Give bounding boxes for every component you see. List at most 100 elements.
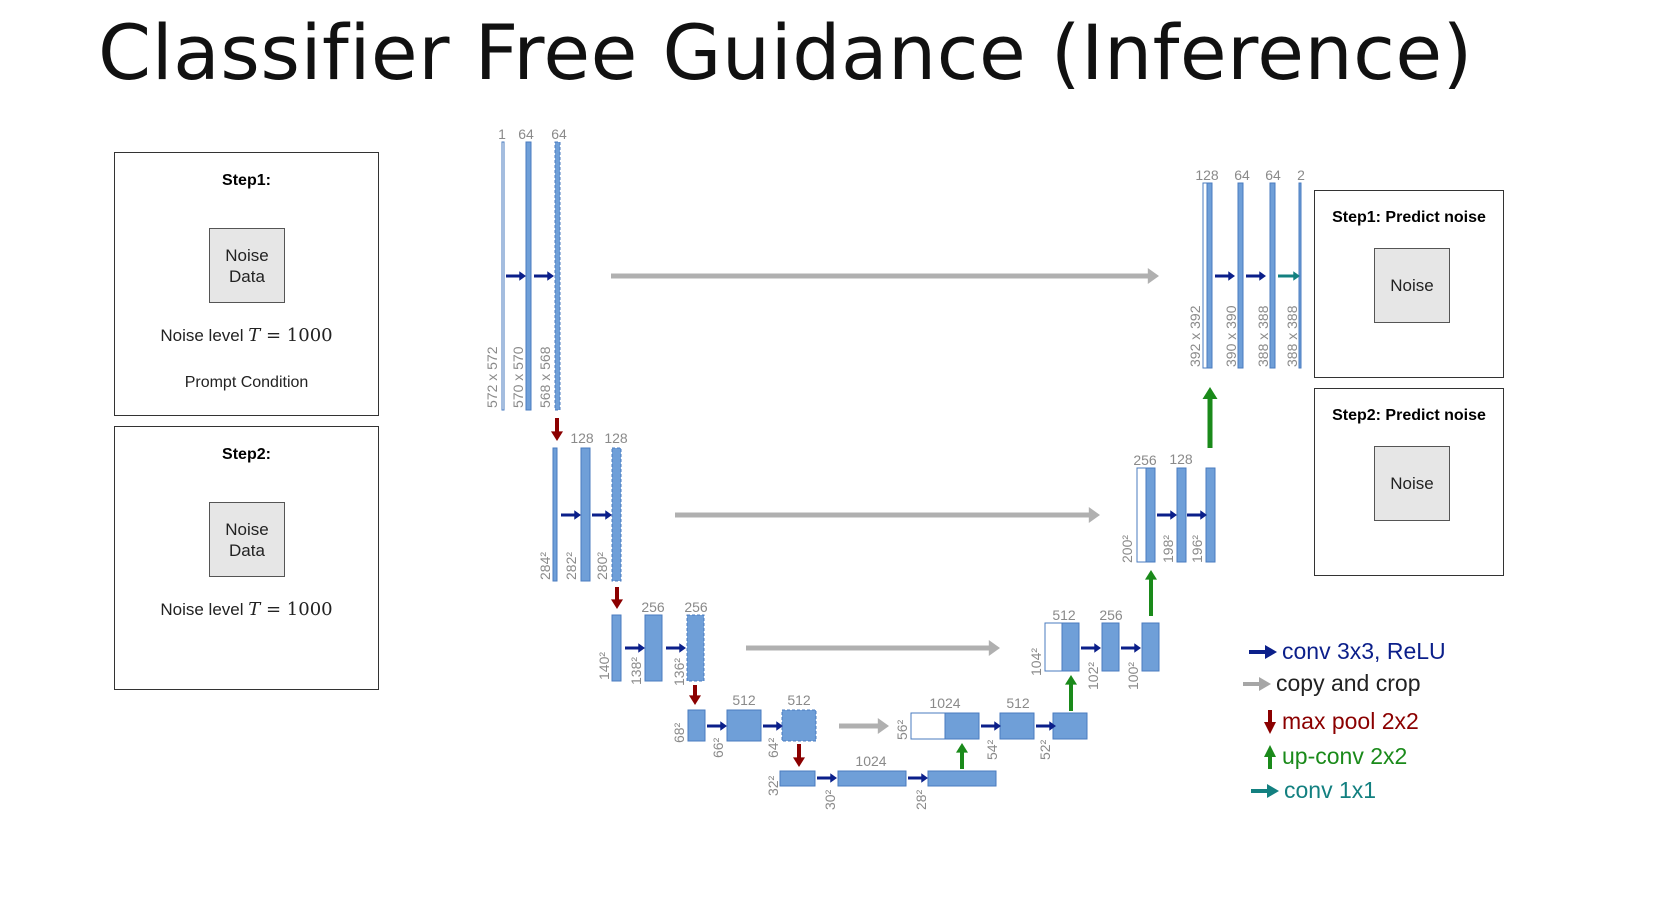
feature-map-block: [1237, 182, 1244, 369]
dim-label: 32²: [765, 775, 781, 796]
step1-input-panel: Step1: Noise Data Noise level T = 1000 P…: [114, 152, 379, 416]
feature-map-block: [781, 709, 817, 742]
feature-map-block: [580, 447, 591, 582]
conv-arrow-head: [574, 510, 581, 520]
feature-map-block: [1176, 467, 1187, 563]
legend-item: copy and crop: [1242, 670, 1420, 697]
feature-map-block: [1044, 622, 1063, 672]
legend-label: conv 1x1: [1284, 777, 1377, 803]
legend-item: conv 3x3, ReLU: [1248, 638, 1446, 665]
channel-label: 1024: [855, 753, 886, 769]
channel-label: 128: [1195, 167, 1219, 183]
noise-level-equation: = 1000: [260, 599, 333, 620]
dim-label: 104²: [1028, 648, 1044, 676]
dim-label: 388 x 388: [1255, 305, 1271, 367]
feature-map-block: [1141, 622, 1160, 672]
conv-arrow-head: [921, 773, 928, 783]
feature-map-block: [1061, 622, 1080, 672]
conv-arrow-head: [679, 643, 686, 653]
channel-label: 256: [641, 599, 665, 615]
noise-level-equation: = 1000: [260, 325, 333, 346]
feature-map-block: [726, 709, 762, 742]
dim-label: 136²: [671, 658, 687, 686]
legend-item: max pool 2x2: [1262, 708, 1419, 735]
conv-arrow-head: [605, 510, 612, 520]
dim-label: 284²: [537, 552, 553, 580]
feature-map-block: [837, 770, 907, 787]
feature-map-block: [999, 712, 1035, 740]
feature-map-block: [1101, 622, 1120, 672]
dim-label: 52²: [1037, 739, 1053, 760]
max-pool-arrow-head: [793, 757, 805, 767]
step1-output-panel: Step1: Predict noise Noise: [1314, 190, 1504, 378]
arrow-down-icon: [1264, 709, 1276, 734]
copy-crop-arrow-head: [988, 640, 1000, 656]
dim-label: 64²: [765, 737, 781, 758]
feature-map-block: [1202, 182, 1208, 369]
conv-arrow-head: [1259, 271, 1266, 281]
conv-arrow-head: [1170, 510, 1177, 520]
feature-map-block: [501, 141, 505, 411]
up-conv-arrow-head: [1065, 675, 1077, 685]
channel-label: 1024: [929, 695, 960, 711]
noise-data-label-line2: Data: [229, 266, 265, 286]
channel-label: 64: [551, 126, 567, 142]
dim-label: 392 x 392: [1187, 305, 1203, 367]
conv-arrow-head: [1228, 271, 1235, 281]
feature-map-block: [554, 141, 561, 411]
legend-item: conv 1x1: [1250, 777, 1376, 804]
copy-crop-arrow-head: [1088, 507, 1100, 523]
conv-1x1-arrow-head: [1293, 271, 1300, 281]
channel-label: 256: [1099, 607, 1123, 623]
dim-label: 198²: [1160, 535, 1176, 563]
channel-label: 512: [1006, 695, 1030, 711]
noise-level-prefix: Noise level: [160, 326, 249, 345]
feature-map-block: [686, 614, 705, 682]
feature-map-block: [611, 614, 622, 682]
channel-label: 512: [787, 692, 811, 708]
dim-label: 280²: [594, 552, 610, 580]
conv-arrow-head: [519, 271, 526, 281]
channel-label: 64: [518, 126, 534, 142]
legend-item: up-conv 2x2: [1262, 743, 1407, 770]
dim-label: 54²: [984, 739, 1000, 760]
feature-map-block: [1205, 467, 1216, 563]
noise-data-label-line1: Noise: [225, 245, 269, 265]
noise-level-text: Noise level T = 1000: [115, 599, 378, 620]
dim-label: 196²: [1189, 535, 1205, 563]
noise-box: Noise: [1374, 446, 1450, 521]
feature-map-block: [927, 770, 997, 787]
step2-title: Step2:: [222, 446, 271, 463]
max-pool-arrow-head: [689, 695, 701, 705]
max-pool-arrow-head: [611, 599, 623, 609]
dim-label: 568 x 568: [537, 346, 553, 408]
channel-label: 128: [570, 430, 594, 446]
feature-map-block: [779, 770, 816, 787]
legend-label: max pool 2x2: [1282, 708, 1419, 734]
channel-label: 256: [1133, 452, 1157, 468]
step2-output-panel: Step2: Predict noise Noise: [1314, 388, 1504, 576]
dim-label: 30²: [822, 789, 838, 810]
dim-label: 100²: [1125, 662, 1141, 690]
dim-label: 140²: [596, 652, 612, 680]
dim-label: 572 x 572: [484, 346, 500, 408]
dim-label: 68²: [671, 722, 687, 743]
conv-arrow-head: [1200, 510, 1207, 520]
step1-predict-title: Step1: Predict noise: [1332, 209, 1486, 226]
noise-level-variable: T: [248, 599, 261, 620]
channel-label: 64: [1265, 167, 1281, 183]
conv-arrow-head: [638, 643, 645, 653]
channel-label: 512: [1052, 607, 1076, 623]
conv-arrow-head: [830, 773, 837, 783]
dim-label: 138²: [628, 657, 644, 685]
conv-arrow-head: [1094, 643, 1101, 653]
noise-level-prefix: Noise level: [160, 600, 249, 619]
noise-data-label-line2: Data: [229, 540, 265, 560]
feature-map-block: [1206, 182, 1213, 369]
channel-label: 256: [684, 599, 708, 615]
conv-arrow-head: [1134, 643, 1141, 653]
feature-map-block: [944, 712, 980, 740]
dim-label: 570 x 570: [510, 346, 526, 408]
copy-crop-arrow-head: [1147, 268, 1159, 284]
channel-label: 512: [732, 692, 756, 708]
